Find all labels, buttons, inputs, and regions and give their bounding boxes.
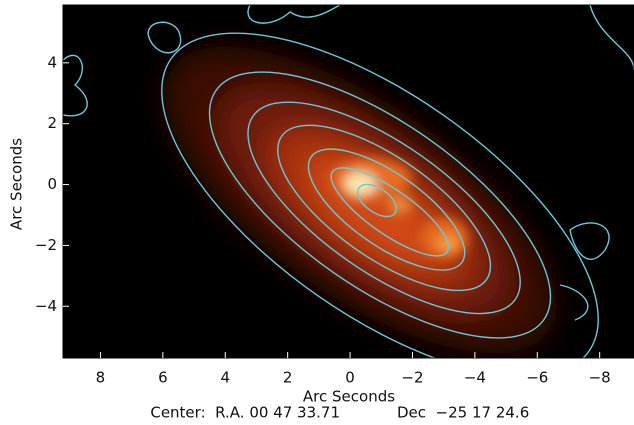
center-dec: Dec −25 17 24.6 — [397, 404, 529, 422]
x-tick-label: 6 — [158, 369, 168, 387]
x-tick-label: −4 — [464, 369, 486, 387]
x-tick-label: −6 — [526, 369, 548, 387]
x-tick-label: −2 — [401, 369, 423, 387]
chart: Arc Seconds Arc Seconds Center: R.A. 00 … — [0, 0, 634, 425]
x-tick-label: −8 — [589, 369, 611, 387]
y-tick-label: 4 — [47, 53, 57, 71]
image — [63, 0, 634, 425]
y-tick-label: −2 — [35, 236, 57, 254]
y-axis-label: Arc Seconds — [8, 138, 26, 230]
center-ra: Center: R.A. 00 47 33.71 — [150, 404, 340, 422]
y-tick-label: 2 — [47, 114, 57, 132]
x-tick-label: 4 — [220, 369, 230, 387]
x-tick-label: 2 — [283, 369, 293, 387]
x-tick-label: 8 — [96, 369, 106, 387]
y-tick-label: 0 — [47, 175, 57, 193]
x-tick-label: 0 — [345, 369, 355, 387]
y-tick-label: −4 — [35, 297, 57, 315]
